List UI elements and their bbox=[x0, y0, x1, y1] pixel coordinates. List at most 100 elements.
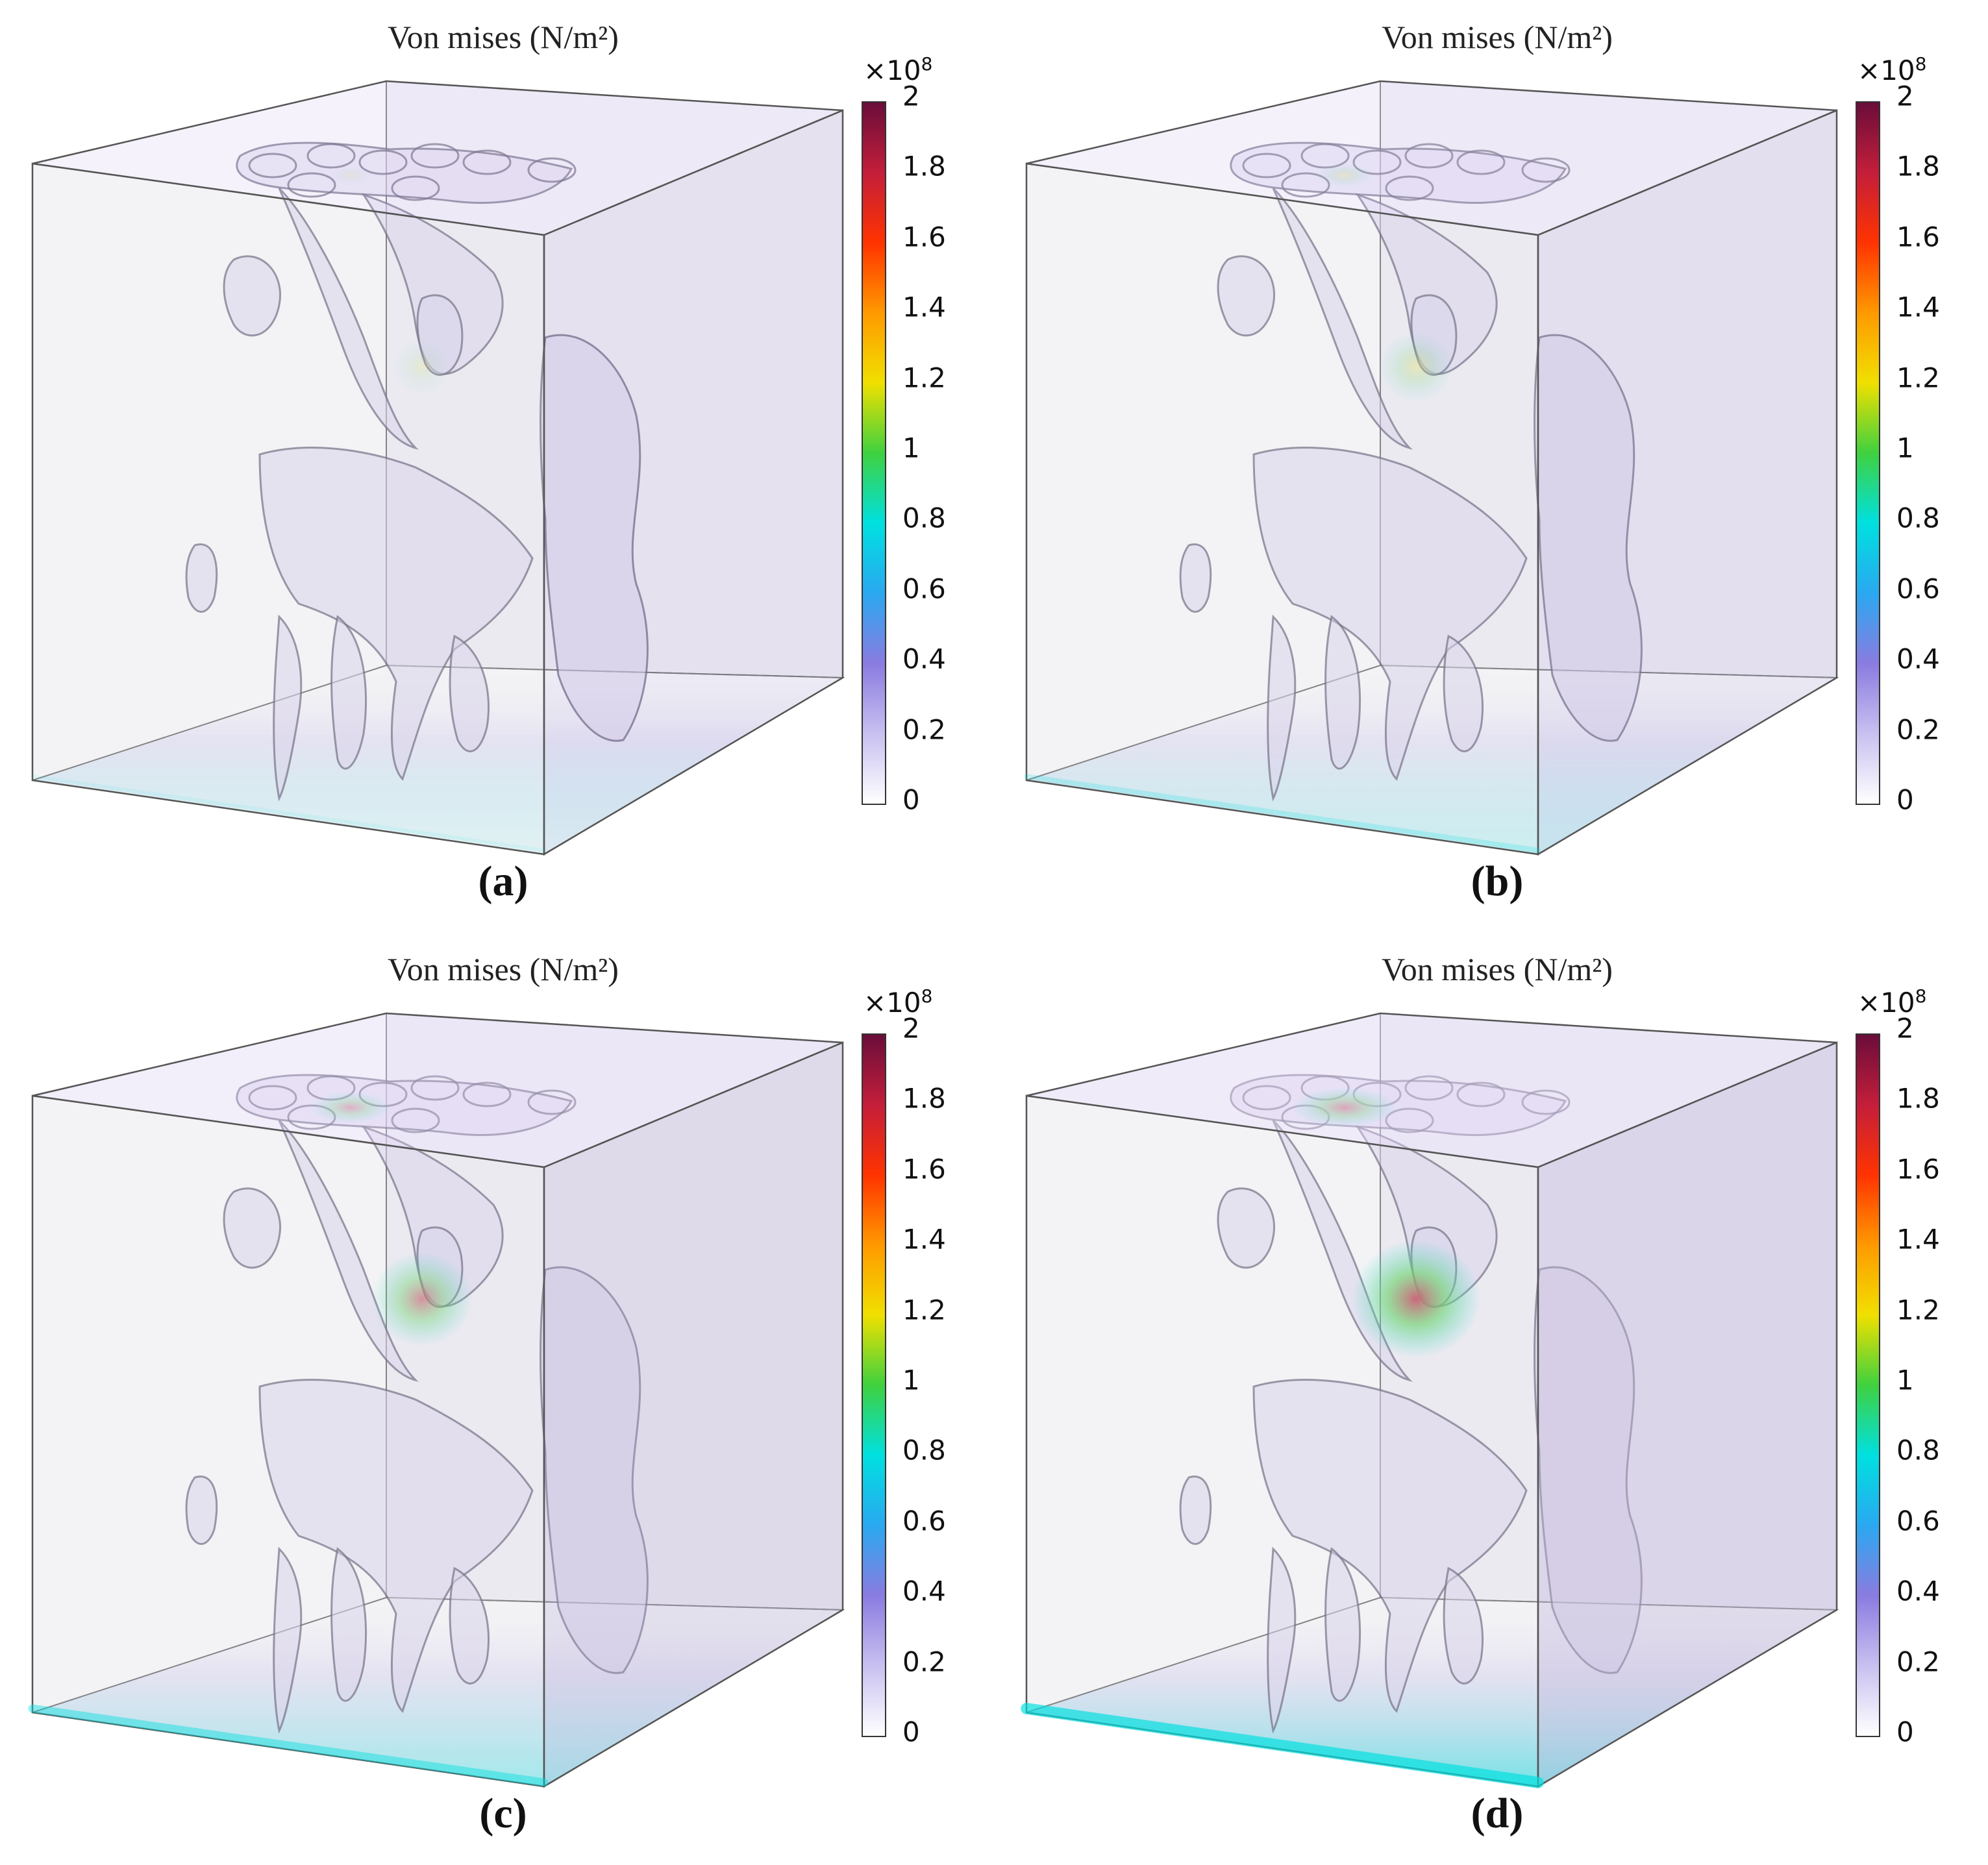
colorbar bbox=[1856, 1033, 1880, 1737]
stress-render bbox=[31, 80, 845, 856]
pore-wall-9 bbox=[1443, 634, 1484, 752]
pore-wall-7 bbox=[1179, 543, 1212, 613]
box-face-right bbox=[543, 109, 844, 856]
colorbar-multiplier: ×108 bbox=[864, 985, 933, 1019]
panel-b: Von mises (N/m²) ×108 2 1.8 1.6 1.4 1.2 1 0.8 0… bbox=[994, 0, 1988, 932]
colorbar-tick-label: 0.4 bbox=[1896, 643, 1940, 675]
colorbar-tick-label: 2 bbox=[902, 1012, 920, 1044]
colorbar-tick-label: 1.4 bbox=[1896, 1223, 1940, 1255]
colorbar-tick-label: 0.6 bbox=[1896, 573, 1940, 605]
panel-label: (b) bbox=[1471, 858, 1524, 905]
stress-hotspot bbox=[371, 1252, 473, 1346]
porous-structure bbox=[185, 142, 649, 802]
pore-rim-3 bbox=[410, 143, 460, 169]
pore-rim-2 bbox=[358, 149, 408, 175]
colorbar-tick-label: 0.2 bbox=[902, 1646, 946, 1678]
colorbar-tick-label: 1.2 bbox=[1896, 362, 1940, 394]
pore-wall-10 bbox=[1267, 1546, 1297, 1734]
panel-a: Von mises (N/m²) ×108 2 1.8 1.6 1.4 1.2 1 0.8 0… bbox=[0, 0, 994, 932]
colorbar-tick-label: 0 bbox=[902, 1716, 920, 1748]
colorbar-tick-label: 1.6 bbox=[902, 1153, 946, 1185]
colorbar-multiplier: ×108 bbox=[1858, 985, 1927, 1019]
box-face-top bbox=[32, 80, 843, 236]
box-face-top bbox=[32, 1012, 843, 1168]
colorbar-tick-label: 0.8 bbox=[1896, 502, 1940, 534]
colorbar-tick-label: 1.6 bbox=[902, 221, 946, 253]
pore-wall-9 bbox=[449, 1566, 490, 1685]
colorbar-tick-label: 0.8 bbox=[902, 502, 946, 534]
pore-wall-6 bbox=[540, 1266, 649, 1674]
colorbar-tick-label: 0.6 bbox=[1896, 1505, 1940, 1537]
pore-wall-6 bbox=[540, 334, 649, 742]
pore-wall-5 bbox=[258, 447, 534, 781]
pore-wall-4 bbox=[1217, 1187, 1275, 1269]
colorbar-tick-label: 1.2 bbox=[902, 362, 946, 394]
bottom-edge-stress bbox=[31, 774, 546, 852]
pore-wall-4 bbox=[223, 255, 281, 337]
colorbar-tick-label: 1.8 bbox=[1896, 150, 1940, 182]
panel-label: (a) bbox=[478, 858, 528, 905]
box-face-top bbox=[1026, 1012, 1837, 1168]
colorbar-tick-label: 1.8 bbox=[902, 1082, 946, 1115]
box-face-left bbox=[31, 1094, 545, 1788]
colorbar-tick-label: 1.6 bbox=[1896, 1153, 1940, 1185]
pore-wall-6 bbox=[1534, 334, 1643, 742]
colorbar-tick-label: 1 bbox=[902, 1364, 920, 1396]
colorbar-tick-label: 1.2 bbox=[1896, 1294, 1940, 1326]
colorbar-tick-label: 1 bbox=[1896, 432, 1914, 464]
panel-d: Von mises (N/m²) ×108 2 1.8 1.6 1.4 1.2 1 0.8 0… bbox=[994, 932, 1988, 1864]
box-face-left bbox=[31, 162, 545, 856]
stress-hotspot bbox=[1351, 1240, 1481, 1358]
pore-wall-1 bbox=[278, 187, 419, 450]
colorbar-tick-label: 0.2 bbox=[1896, 713, 1940, 746]
colorbar-tick-label: 2 bbox=[1896, 1012, 1914, 1044]
box-face-right bbox=[543, 1041, 844, 1788]
pore-wall-4 bbox=[223, 1187, 281, 1269]
pore-wall-1 bbox=[1272, 187, 1413, 450]
colorbar-tick-label: 1.6 bbox=[1896, 221, 1940, 253]
box-face-right bbox=[1537, 109, 1838, 856]
colorbar-tick-label: 0 bbox=[1896, 1716, 1914, 1748]
pore-wall-5 bbox=[1252, 447, 1528, 781]
box-face-left bbox=[1025, 1094, 1539, 1788]
colorbar-tick-label: 1 bbox=[1896, 1364, 1914, 1396]
panel-label: (d) bbox=[1471, 1790, 1524, 1837]
bottom-edge-stress bbox=[28, 1704, 549, 1787]
stress-hotspot bbox=[391, 337, 453, 397]
bottom-edge-stress bbox=[1021, 1703, 1544, 1788]
colorbar-tick-label: 1.4 bbox=[902, 1223, 946, 1255]
colorbar-tick-label: 0.2 bbox=[1896, 1646, 1940, 1678]
stress-hotspot-top bbox=[327, 165, 374, 186]
pore-wall-2 bbox=[1355, 193, 1498, 375]
colorbar-tick-label: 2 bbox=[1896, 80, 1914, 112]
colorbar-tick-label: 0 bbox=[902, 784, 920, 816]
pore-wall-0 bbox=[236, 142, 573, 204]
pore-rim-0 bbox=[1242, 153, 1291, 179]
colorbar-tick-label: 0.8 bbox=[902, 1434, 946, 1466]
pore-wall-4 bbox=[1217, 255, 1275, 337]
panel-title: Von mises (N/m²) bbox=[388, 951, 619, 987]
pore-wall-1 bbox=[278, 1119, 419, 1382]
colorbar-tick-label: 0.6 bbox=[902, 1505, 946, 1537]
panel-title: Von mises (N/m²) bbox=[1382, 951, 1613, 987]
colorbar bbox=[862, 1033, 886, 1737]
colorbar-tick-label: 0.2 bbox=[902, 713, 946, 746]
panel-title: Von mises (N/m²) bbox=[1382, 19, 1613, 55]
pore-rim-6 bbox=[287, 172, 336, 198]
colorbar bbox=[1856, 101, 1880, 805]
colorbar-tick-label: 1.8 bbox=[1896, 1082, 1940, 1115]
pore-wall-2 bbox=[361, 193, 504, 375]
colorbar-multiplier: ×108 bbox=[1858, 53, 1927, 86]
panel-c: Von mises (N/m²) ×108 2 1.8 1.6 1.4 1.2 1 0.8 0… bbox=[0, 932, 994, 1864]
colorbar-tick-label: 2 bbox=[902, 80, 920, 112]
colorbar-tick-label: 0.6 bbox=[902, 573, 946, 605]
pore-rim-5 bbox=[1521, 157, 1571, 183]
box-face-left bbox=[1025, 162, 1539, 856]
colorbar-tick-label: 0.4 bbox=[1896, 1575, 1940, 1607]
colorbar-tick-label: 0.4 bbox=[902, 643, 946, 675]
colorbar-tick-label: 0 bbox=[1896, 784, 1914, 816]
colorbar-tick-label: 0.4 bbox=[902, 1575, 946, 1607]
stress-render bbox=[1021, 1012, 1839, 1788]
pore-wall-5 bbox=[1252, 1379, 1528, 1713]
colorbar-tick-label: 1.8 bbox=[902, 150, 946, 182]
